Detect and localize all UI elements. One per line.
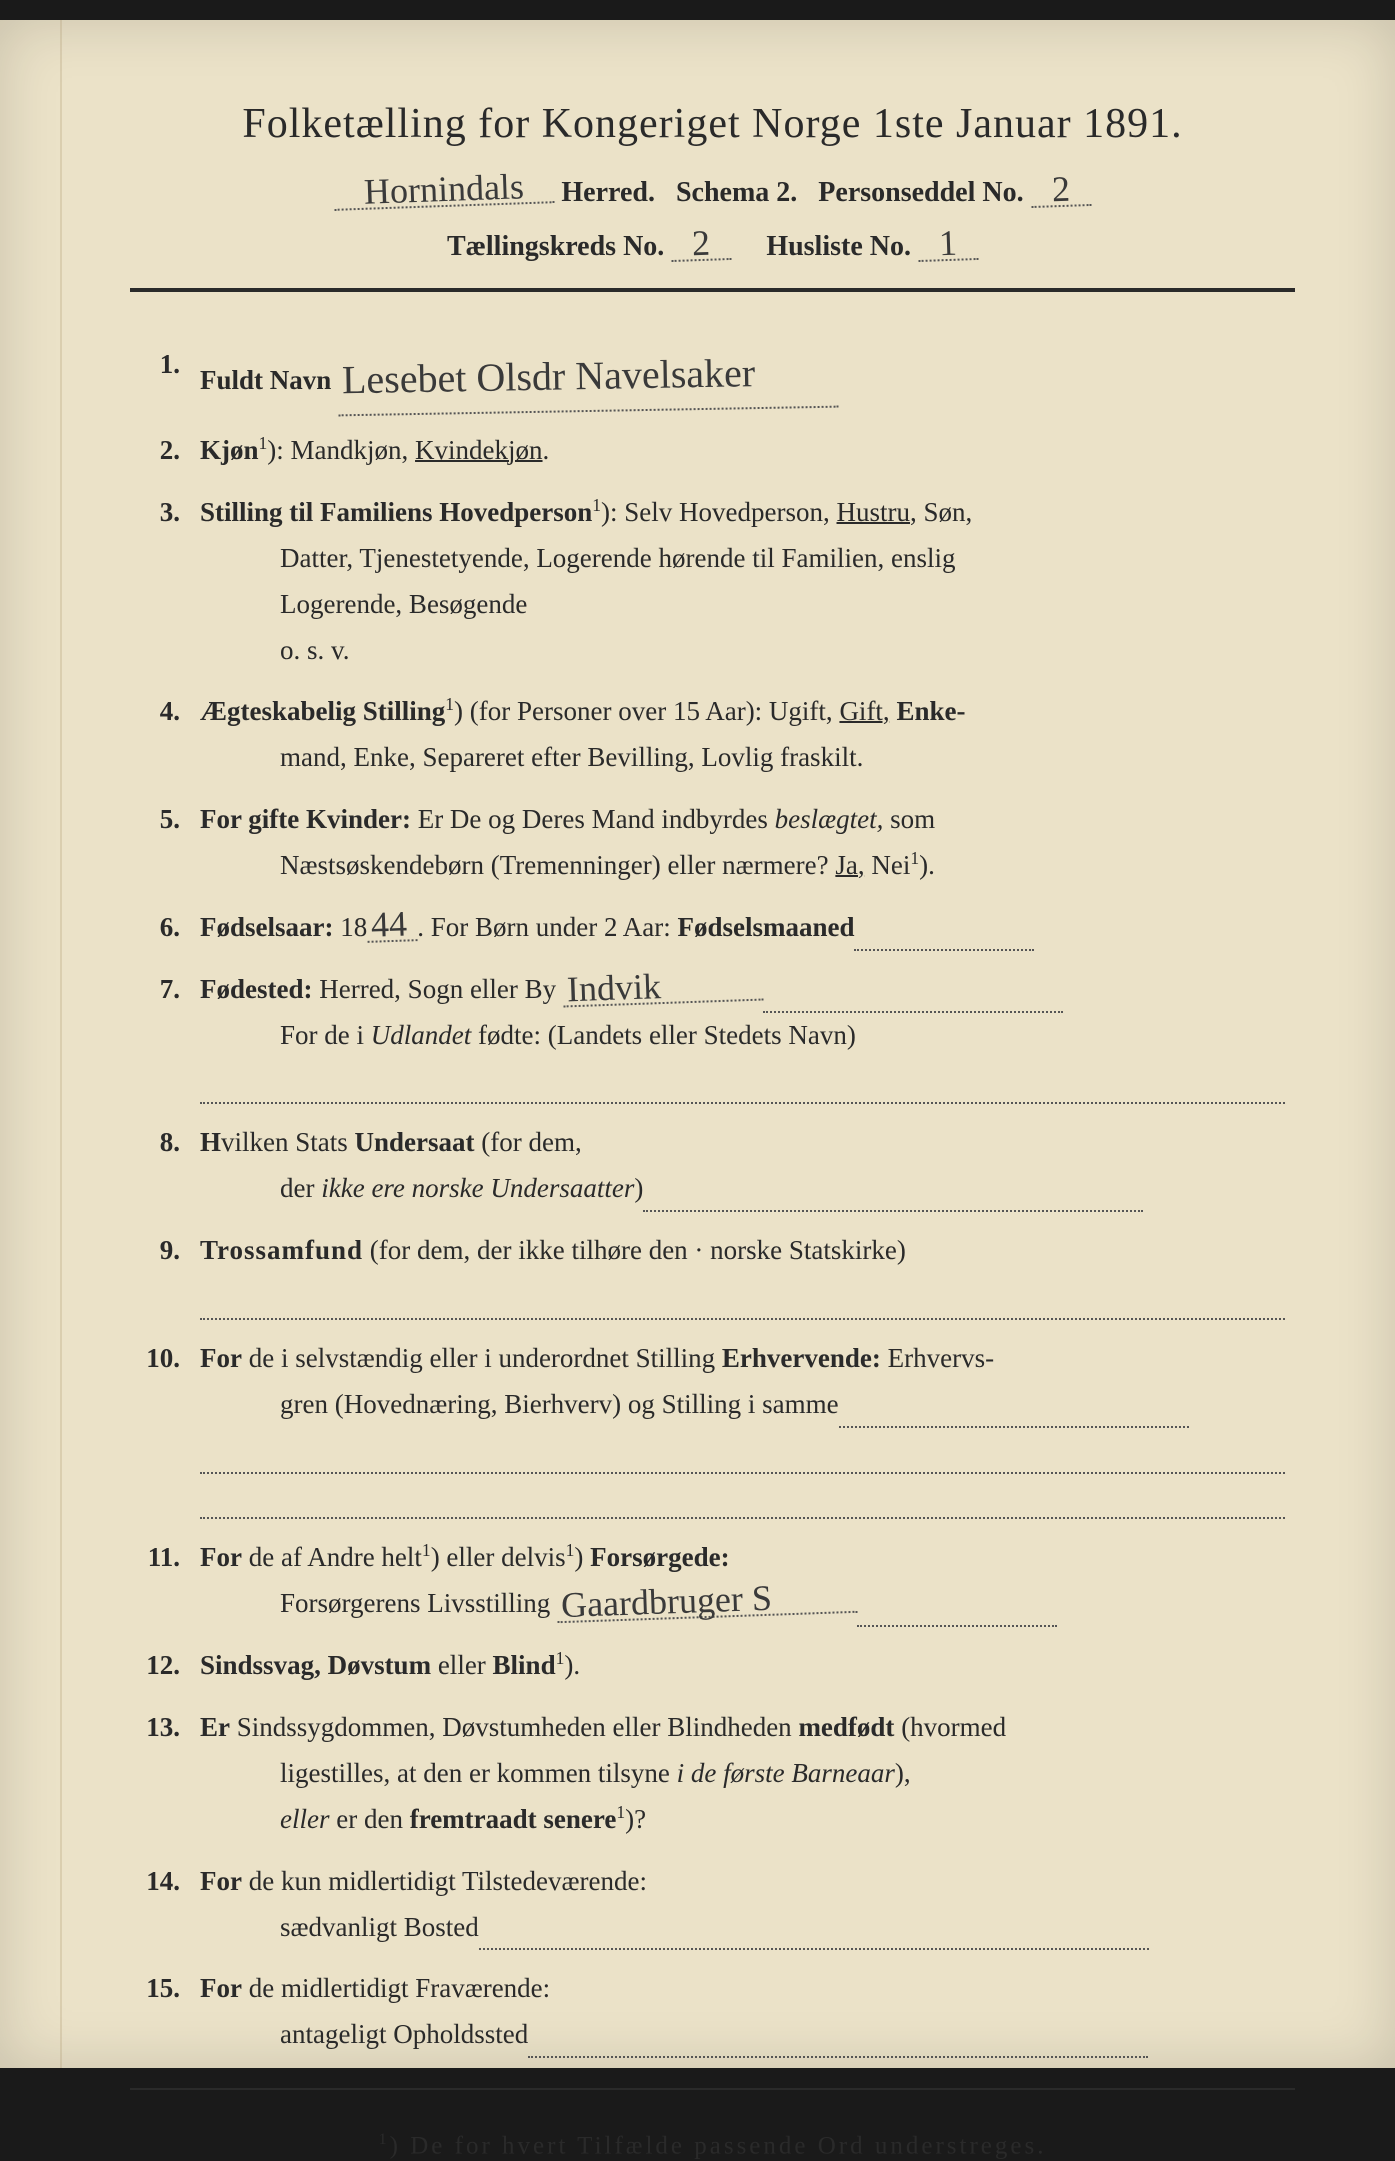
- item-num: 11.: [140, 1535, 200, 1627]
- item-9: 9. Trossamfund (for dem, der ikke tilhør…: [140, 1228, 1285, 1320]
- item-body: Fuldt Navn Lesebet Olsdr Navelsaker: [200, 342, 1285, 412]
- item-6: 6. Fødselsaar: 1844. For Børn under 2 Aa…: [140, 905, 1285, 951]
- item-num: 2.: [140, 428, 200, 474]
- item-body: Trossamfund (for dem, der ikke tilhøre d…: [200, 1228, 1285, 1320]
- personseddel-label: Personseddel No.: [818, 177, 1023, 208]
- item-num: 15.: [140, 1966, 200, 2058]
- beslaegt-selected: Ja,: [835, 850, 864, 880]
- label: Kjøn: [200, 435, 259, 465]
- item-num: 14.: [140, 1859, 200, 1951]
- fuldt-navn-value: Lesebet Olsdr Navelsaker: [337, 338, 838, 417]
- item-1: 1. Fuldt Navn Lesebet Olsdr Navelsaker: [140, 342, 1285, 412]
- forsorgeren-value: Gaardbruger S: [557, 1579, 858, 1624]
- item-8: 8. Hvilken Stats Undersaat (for dem, der…: [140, 1120, 1285, 1212]
- main-title: Folketælling for Kongeriget Norge 1ste J…: [130, 100, 1295, 148]
- item-13: 13. Er Sindssygdommen, Døvstumheden elle…: [140, 1705, 1285, 1843]
- item-15: 15. For de midlertidigt Fraværende: anta…: [140, 1966, 1285, 2058]
- item-body: Hvilken Stats Undersaat (for dem, der ik…: [200, 1120, 1285, 1212]
- item-body: For de kun midlertidigt Tilstedeværende:…: [200, 1859, 1285, 1951]
- aegteskab-selected: Gift,: [839, 696, 889, 726]
- item-body: Sindssvag, Døvstum eller Blind1).: [200, 1643, 1285, 1689]
- item-14: 14. For de kun midlertidigt Tilstedevære…: [140, 1859, 1285, 1951]
- label: Er: [200, 1712, 230, 1742]
- label: Trossamfund: [200, 1235, 363, 1265]
- label: For: [200, 1973, 242, 2003]
- item-body: Stilling til Familiens Hovedperson1): Se…: [200, 490, 1285, 674]
- item-num: 4.: [140, 689, 200, 781]
- item-num: 10.: [140, 1336, 200, 1519]
- item-num: 1.: [140, 342, 200, 412]
- label: Ægteskabelig Stilling: [200, 696, 445, 726]
- label: Sindssvag, Døvstum: [200, 1650, 431, 1680]
- taellingskreds-label: Tællingskreds No.: [447, 231, 664, 262]
- item-2: 2. Kjøn1): Mandkjøn, Kvindekjøn.: [140, 428, 1285, 474]
- item-10: 10. For de i selvstændig eller i underor…: [140, 1336, 1285, 1519]
- label: For: [200, 1866, 242, 1896]
- item-11: 11. For de af Andre helt1) eller delvis1…: [140, 1535, 1285, 1627]
- item-12: 12. Sindssvag, Døvstum eller Blind1).: [140, 1643, 1285, 1689]
- item-4: 4. Ægteskabelig Stilling1) (for Personer…: [140, 689, 1285, 781]
- header-rule: [130, 288, 1295, 292]
- item-num: 12.: [140, 1643, 200, 1689]
- label: Fødselsaar:: [200, 912, 333, 942]
- item-7: 7. Fødested: Herred, Sogn eller By Indvi…: [140, 967, 1285, 1105]
- label: Stilling til Familiens Hovedperson: [200, 497, 592, 527]
- taellingskreds-no: 2: [671, 226, 732, 262]
- label: For: [200, 1542, 242, 1572]
- item-body: Fødested: Herred, Sogn eller By Indvik F…: [200, 967, 1285, 1105]
- item-body: For de midlertidigt Fraværende: antageli…: [200, 1966, 1285, 2058]
- stilling-selected: Hustru: [837, 497, 911, 527]
- item-num: 3.: [140, 490, 200, 674]
- herred-value: Hornindals: [334, 169, 555, 211]
- form-items: 1. Fuldt Navn Lesebet Olsdr Navelsaker 2…: [130, 342, 1295, 2058]
- fodested-value: Indvik: [562, 966, 763, 1007]
- label: Fødested:: [200, 974, 312, 1004]
- item-body: For de af Andre helt1) eller delvis1) Fo…: [200, 1535, 1285, 1627]
- item-body: For gifte Kvinder: Er De og Deres Mand i…: [200, 797, 1285, 889]
- kjon-selected: Kvindekjøn: [415, 435, 543, 465]
- subtitle-line-1: Hornindals Herred. Schema 2. Personsedde…: [130, 173, 1295, 209]
- footer-rule: [130, 2088, 1295, 2090]
- item-body: For de i selvstændig eller i underordnet…: [200, 1336, 1285, 1519]
- item-num: 6.: [140, 905, 200, 951]
- fodselsaar-value: 44: [367, 907, 418, 943]
- husliste-no: 1: [917, 226, 978, 262]
- item-body: Er Sindssygdommen, Døvstumheden eller Bl…: [200, 1705, 1285, 1843]
- herred-label: Herred.: [561, 177, 655, 208]
- item-body: Fødselsaar: 1844. For Børn under 2 Aar: …: [200, 905, 1285, 951]
- label: Fuldt Navn: [200, 365, 331, 395]
- item-num: 9.: [140, 1228, 200, 1320]
- item-body: Ægteskabelig Stilling1) (for Personer ov…: [200, 689, 1285, 781]
- census-form-page: Folketælling for Kongeriget Norge 1ste J…: [0, 20, 1395, 2068]
- label: For: [200, 1343, 242, 1373]
- item-num: 7.: [140, 967, 200, 1105]
- personseddel-no: 2: [1030, 172, 1091, 208]
- item-5: 5. For gifte Kvinder: Er De og Deres Man…: [140, 797, 1285, 889]
- subtitle-line-2: Tællingskreds No. 2 Husliste No. 1: [130, 227, 1295, 263]
- item-body: Kjøn1): Mandkjøn, Kvindekjøn.: [200, 428, 1285, 474]
- husliste-label: Husliste No.: [766, 231, 911, 262]
- label: For gifte Kvinder:: [200, 804, 411, 834]
- item-num: 5.: [140, 797, 200, 889]
- footnote: 1) De for hvert Tilfælde passende Ord un…: [130, 2130, 1295, 2160]
- item-num: 13.: [140, 1705, 200, 1843]
- item-3: 3. Stilling til Familiens Hovedperson1):…: [140, 490, 1285, 674]
- item-num: 8.: [140, 1120, 200, 1212]
- schema-label: Schema 2.: [676, 177, 797, 208]
